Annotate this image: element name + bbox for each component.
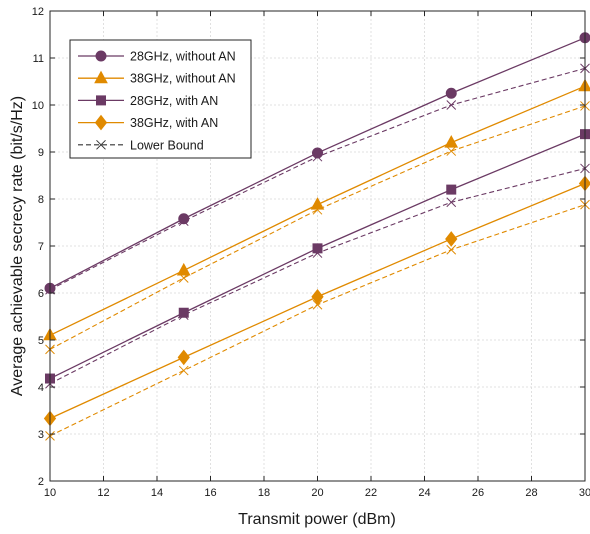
data-point	[179, 214, 189, 224]
x-tick-label: 18	[258, 487, 270, 499]
data-point	[179, 308, 188, 317]
x-tick-label: 28	[525, 487, 537, 499]
lower-bound-point	[179, 366, 188, 375]
legend-label: 38GHz, with AN	[130, 116, 218, 130]
y-tick-label: 5	[38, 335, 44, 347]
y-tick-label: 7	[38, 241, 44, 253]
x-tick-label: 30	[579, 487, 590, 499]
y-tick-label: 4	[38, 382, 44, 394]
data-point	[312, 290, 323, 304]
legend: 28GHz, without AN 38GHz, without AN 28GHz,…	[70, 40, 251, 158]
data-point	[446, 88, 456, 98]
data-point	[447, 185, 456, 194]
data-point	[313, 244, 322, 253]
data-point	[446, 232, 457, 246]
y-tick-label: 12	[32, 6, 44, 18]
y-tick-label: 3	[38, 429, 44, 441]
y-tick-label: 2	[38, 476, 44, 488]
legend-label: Lower Bound	[130, 138, 204, 152]
y-tick-label: 6	[38, 288, 44, 300]
legend-label: 28GHz, without AN	[130, 50, 236, 64]
data-point	[178, 350, 189, 364]
y-tick-label: 11	[33, 53, 44, 65]
data-point	[178, 264, 190, 275]
legend-label: 28GHz, with AN	[130, 94, 218, 108]
x-tick-label: 12	[97, 487, 109, 499]
x-tick-label: 24	[418, 487, 430, 499]
data-point	[313, 148, 323, 158]
x-tick-label: 20	[311, 487, 323, 499]
y-tick-label: 8	[38, 194, 44, 206]
data-point	[312, 198, 324, 209]
legend-entry: 28GHz, without AN	[78, 50, 236, 64]
y-axis-title: Average achievable secrecy rate (bit/s/H…	[9, 96, 26, 396]
x-tick-label: 16	[204, 487, 216, 499]
x-tick-label: 14	[151, 487, 163, 499]
y-tick-label: 10	[32, 100, 44, 112]
x-tick-label: 22	[365, 487, 377, 499]
data-point	[445, 136, 457, 147]
y-tick-label: 9	[38, 147, 44, 159]
x-tick-label: 26	[472, 487, 484, 499]
x-tick-label: 10	[44, 487, 56, 499]
legend-marker	[97, 96, 106, 105]
lower-bound-point	[447, 147, 456, 156]
legend-label: 38GHz, without AN	[130, 72, 236, 86]
x-axis-title: Transmit power (dBm)	[238, 511, 396, 528]
legend-marker	[96, 51, 106, 61]
